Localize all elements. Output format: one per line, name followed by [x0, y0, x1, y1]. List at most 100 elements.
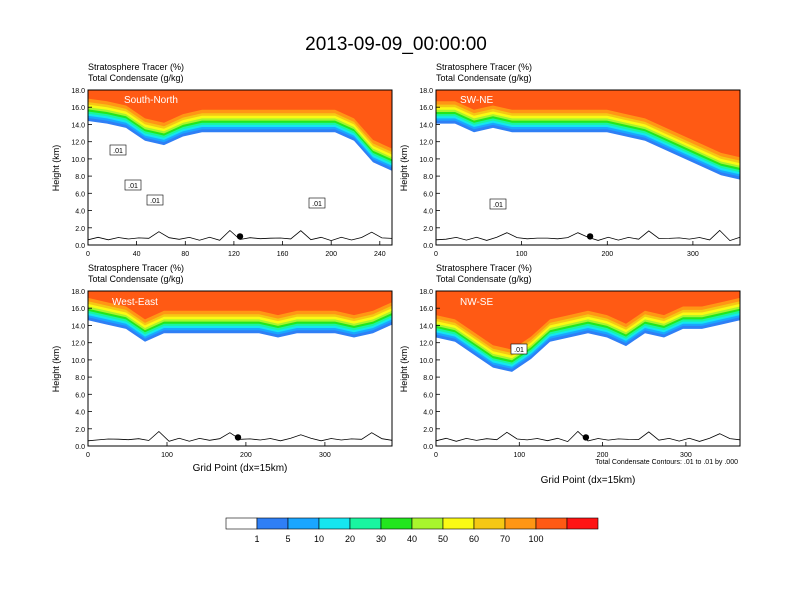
- y-tick-label: 10.0: [419, 157, 433, 164]
- colorbar-swatch: [256, 517, 289, 530]
- location-marker: [234, 434, 242, 441]
- contour-label-box: [308, 197, 326, 209]
- y-tick-label: 10.0: [71, 358, 85, 365]
- y-tick-label: 4.0: [75, 209, 85, 216]
- y-tick-label: 8.0: [75, 375, 85, 382]
- contour-label: .01: [514, 347, 524, 354]
- tracer-band: [88, 291, 392, 320]
- colorbar-swatch: [225, 517, 258, 530]
- y-tick-label: 12.0: [419, 140, 433, 147]
- y-ticks: 0.0 2.0 4.0 6.0 8.0 10.0 12.0 14.0 16.0 18.0: [419, 289, 440, 451]
- x-tick-label: 300: [687, 251, 699, 258]
- colorbar: 1 5 10 20 30 40 50 60 70 100: [225, 517, 599, 544]
- contour-label: .01: [493, 202, 503, 209]
- condensate-label: Total Condensate (g/kg): [436, 274, 532, 284]
- y-tick-label: 16.0: [71, 306, 85, 313]
- y-tick-label: 2.0: [423, 226, 433, 233]
- contour-label: .01: [150, 198, 160, 205]
- plot-frame: [435, 89, 741, 246]
- y-axis-label: Height (km): [51, 145, 61, 192]
- tracer-label: Stratosphere Tracer (%): [88, 263, 184, 273]
- plot-frame: [87, 290, 393, 447]
- x-axis-label: Grid Point (dx=15km): [541, 475, 636, 486]
- x-tick-label: 0: [434, 251, 438, 258]
- colorbar-swatch: [411, 517, 444, 530]
- tracer-band: [88, 90, 392, 149]
- colorbar-label: 40: [407, 534, 417, 544]
- y-tick-label: 12.0: [71, 140, 85, 147]
- panel-west-east: Stratosphere Tracer (%) Total Condensate…: [51, 263, 393, 474]
- y-tick-label: 8.0: [423, 174, 433, 181]
- y-tick-label: 4.0: [423, 209, 433, 216]
- tracer-label: Stratosphere Tracer (%): [436, 263, 532, 273]
- tracer-field: [87, 90, 393, 245]
- contour-label: .01: [312, 201, 322, 208]
- x-tick-label: 100: [161, 452, 173, 459]
- x-ticks: 0 100 200 300: [434, 241, 699, 258]
- contour-label: .01: [128, 183, 138, 190]
- y-tick-label: 10.0: [419, 358, 433, 365]
- y-tick-label: 18.0: [419, 289, 433, 296]
- cross-section-label: West-East: [112, 297, 158, 308]
- x-tick-label: 100: [516, 251, 528, 258]
- colorbar-label: 20: [345, 534, 355, 544]
- y-tick-label: 6.0: [423, 191, 433, 198]
- panel-south-north: Stratosphere Tracer (%) Total Condensate…: [51, 62, 393, 258]
- cross-section-label: SW-NE: [460, 95, 493, 106]
- y-ticks: 0.0 2.0 4.0 6.0 8.0 10.0 12.0 14.0 16.0 18.0: [71, 289, 92, 451]
- y-tick-label: 8.0: [75, 174, 85, 181]
- contour-label-box: [146, 194, 164, 206]
- condensate-label: Total Condensate (g/kg): [88, 73, 184, 83]
- x-tick-label: 300: [319, 452, 331, 459]
- cross-section-label: NW-SE: [460, 297, 493, 308]
- condensate-label: Total Condensate (g/kg): [436, 73, 532, 83]
- y-tick-label: 18.0: [71, 289, 85, 296]
- colorbar-label: 70: [500, 534, 510, 544]
- x-tick-label: 0: [434, 452, 438, 459]
- terrain-contour: [435, 430, 741, 443]
- x-tick-label: 200: [601, 251, 613, 258]
- y-tick-label: 16.0: [419, 105, 433, 112]
- x-tick-label: 200: [597, 452, 609, 459]
- contour-label-box: [510, 343, 528, 355]
- colorbar-swatch: [287, 517, 320, 530]
- y-tick-label: 12.0: [71, 341, 85, 348]
- y-axis-label: Height (km): [51, 346, 61, 393]
- tracer-field: [435, 90, 741, 245]
- colorbar-swatch: [318, 517, 351, 530]
- x-tick-label: 0: [86, 251, 90, 258]
- colorbar-swatch: [473, 517, 506, 530]
- colorbar-label: 1: [254, 534, 259, 544]
- y-tick-label: 12.0: [419, 341, 433, 348]
- y-ticks: 0.0 2.0 4.0 6.0 8.0 10.0 12.0 14.0 16.0 18.0: [419, 88, 440, 250]
- y-tick-label: 4.0: [75, 410, 85, 417]
- colorbar-label: 5: [285, 534, 290, 544]
- y-tick-label: 16.0: [71, 105, 85, 112]
- x-tick-label: 100: [513, 452, 525, 459]
- cross-section-label: South-North: [124, 95, 178, 106]
- contour-label: .01: [113, 148, 123, 155]
- y-tick-label: 2.0: [423, 427, 433, 434]
- colorbar-swatch: [349, 517, 382, 530]
- colorbar-swatch: [535, 517, 568, 530]
- x-ticks: 0 100 200 300: [86, 442, 331, 459]
- tracer-label: Stratosphere Tracer (%): [436, 62, 532, 72]
- y-tick-label: 2.0: [75, 226, 85, 233]
- x-tick-label: 40: [133, 251, 141, 258]
- tracer-field: [435, 291, 741, 446]
- colorbar-label: 100: [528, 534, 543, 544]
- y-axis-label: Height (km): [399, 346, 409, 393]
- x-tick-label: 120: [228, 251, 240, 258]
- colorbar-swatch: [442, 517, 475, 530]
- location-marker: [582, 434, 590, 441]
- y-tick-label: 14.0: [419, 122, 433, 129]
- y-tick-label: 10.0: [71, 157, 85, 164]
- contour-label-box: [109, 144, 127, 156]
- x-ticks: 0 40 80 120 160 200 240: [86, 241, 386, 258]
- y-tick-label: 14.0: [71, 122, 85, 129]
- colorbar-swatch: [504, 517, 537, 530]
- x-tick-label: 200: [240, 452, 252, 459]
- location-marker: [586, 233, 594, 240]
- figure-title: 2013-09-09_00:00:00: [305, 34, 487, 55]
- y-tick-label: 0.0: [75, 243, 85, 250]
